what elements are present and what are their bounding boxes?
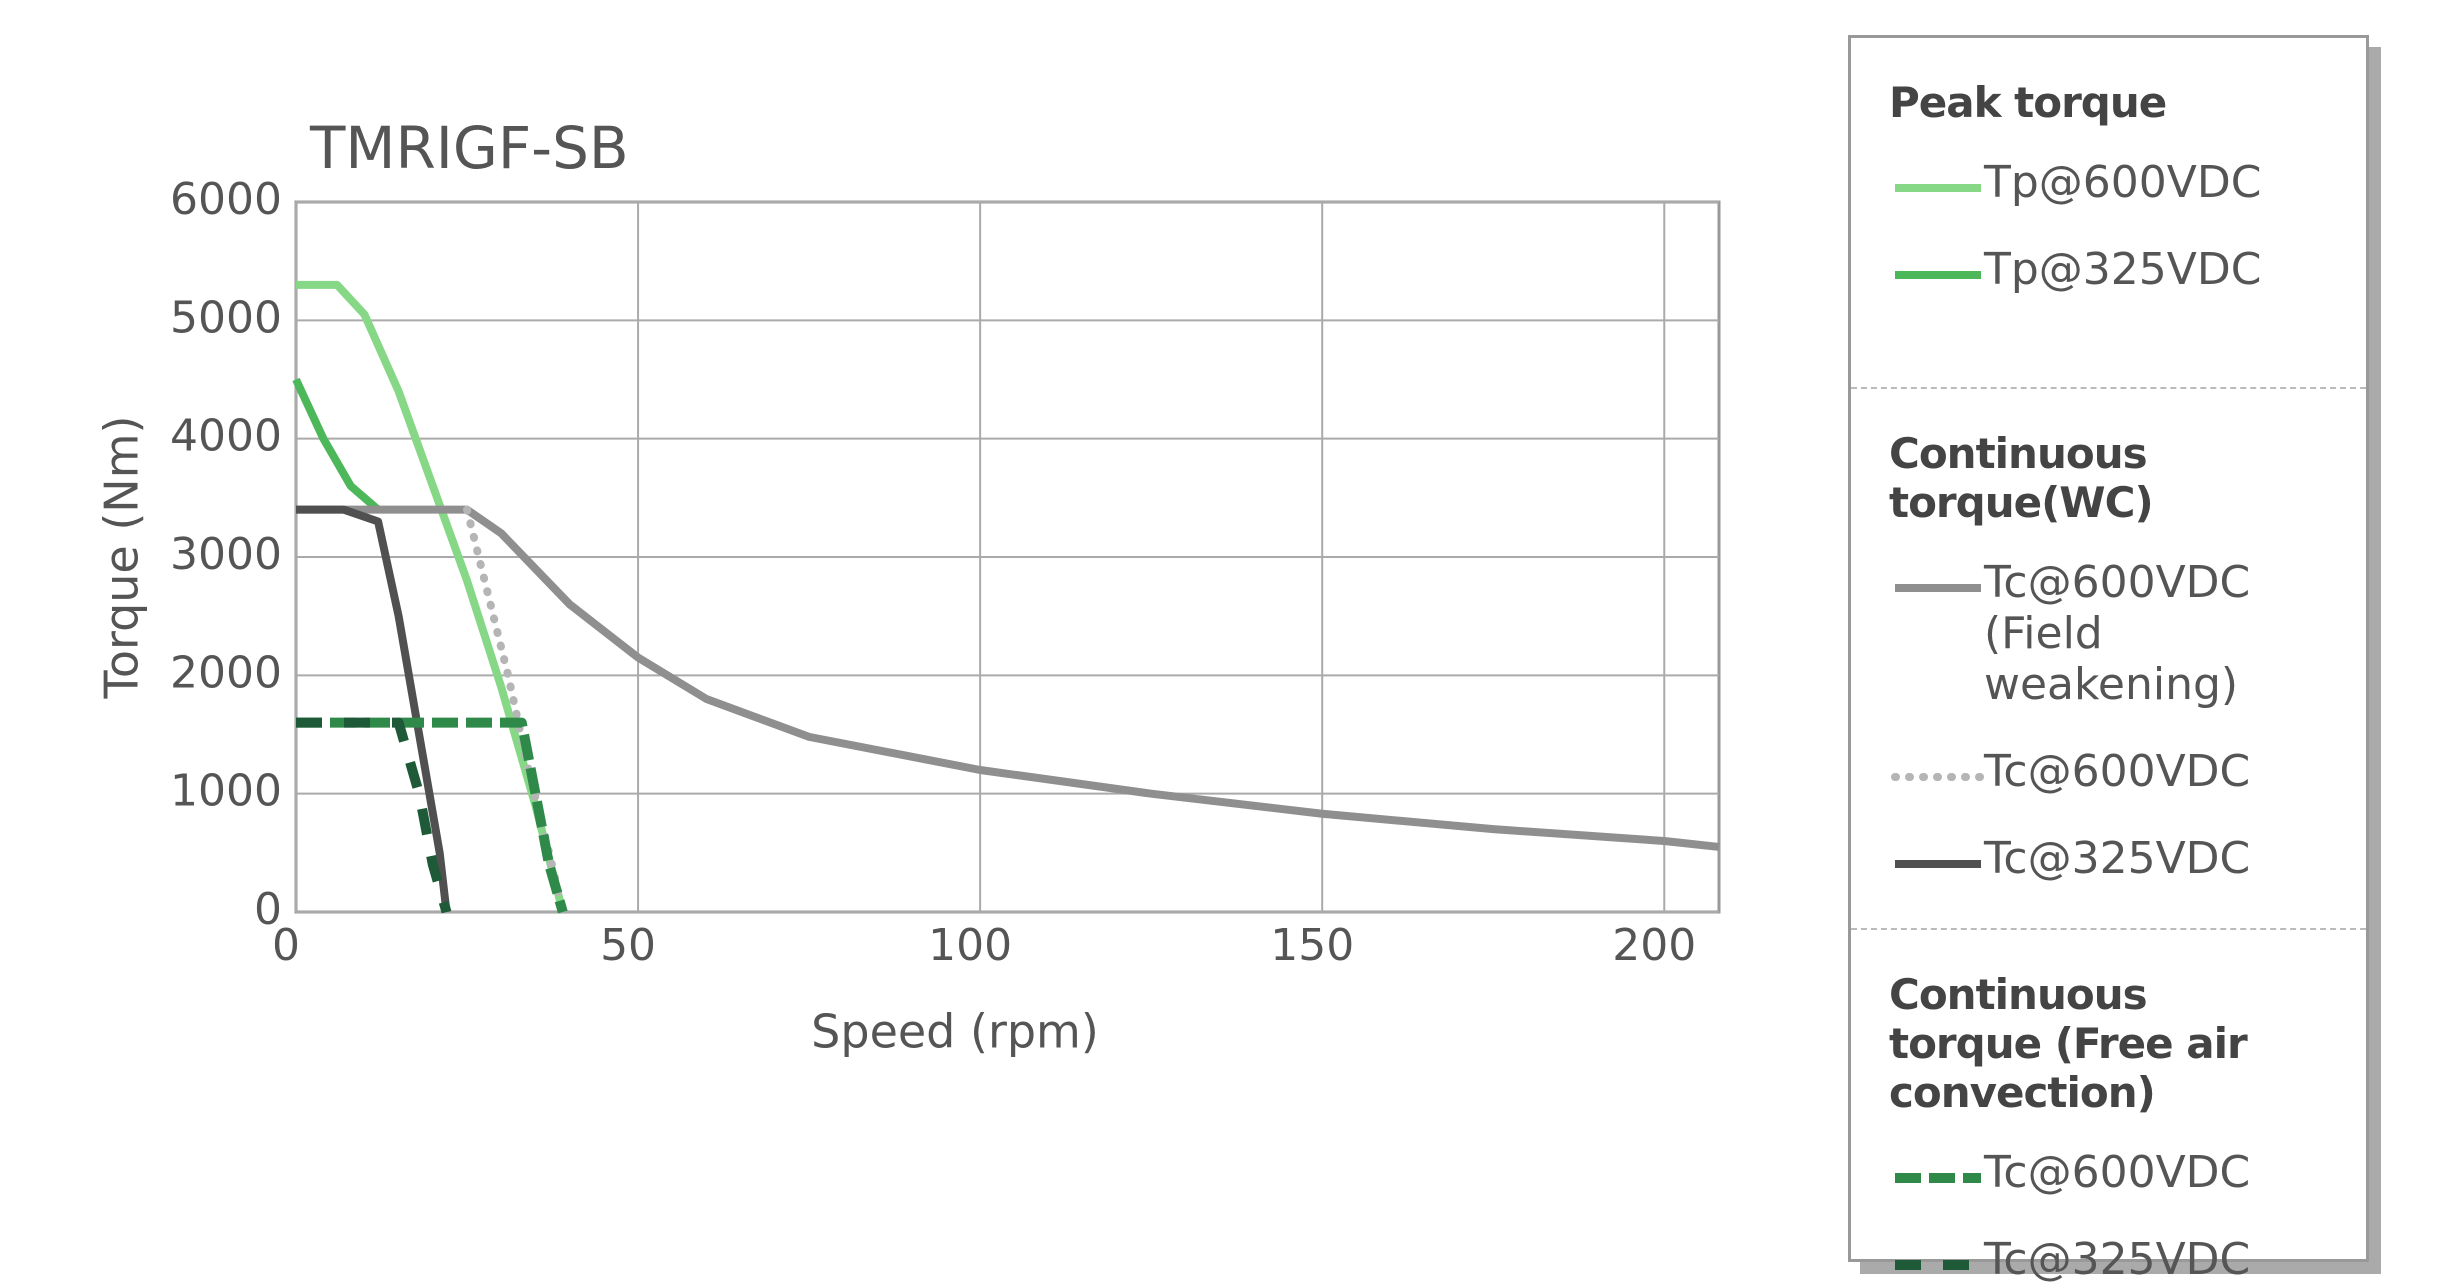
y-tick-label: 5000 xyxy=(170,292,282,343)
x-tick-label: 100 xyxy=(928,920,1012,971)
legend-swatch xyxy=(1895,1173,1981,1183)
legend: Peak torque Tp@600VDC Tp@325VDC Continuous … xyxy=(1848,35,2369,1285)
legend-label: Tc@600VDC xyxy=(1984,1147,2251,1198)
x-tick-label: 50 xyxy=(600,920,656,971)
legend-section: Continuous torque (Free air convection) T… xyxy=(1851,930,2366,1285)
x-tick-label: 200 xyxy=(1612,920,1696,971)
y-tick-label: 0 xyxy=(254,884,282,935)
legend-label: Tp@600VDC xyxy=(1984,157,2262,208)
legend-label: Tc@600VDC (Field weakening) xyxy=(1984,557,2251,710)
legend-entry: Tp@600VDC xyxy=(1889,157,2346,208)
legend-label: Tc@325VDC xyxy=(1984,833,2251,884)
series-line xyxy=(296,717,568,914)
series-line xyxy=(296,717,452,914)
legend-swatch xyxy=(1895,584,1981,592)
series-line xyxy=(463,505,567,916)
chart-title: TMRIGF-SB xyxy=(309,114,629,182)
legend-heading: Continuous torque (Free air convection) xyxy=(1889,970,2248,1117)
legend-section: Peak torque Tp@600VDC Tp@325VDC xyxy=(1851,38,2366,389)
legend-heading: Continuous torque(WC) xyxy=(1889,429,2154,527)
y-axis-label: Torque (Nm) xyxy=(95,416,149,700)
legend-swatch xyxy=(1895,1260,1981,1270)
legend-entry: Tc@325VDC xyxy=(1889,1234,2346,1285)
legend-swatch xyxy=(1891,773,1984,781)
legend-entry: Tc@600VDC xyxy=(1889,1147,2346,1198)
legend-label: Tc@325VDC xyxy=(1984,1234,2251,1285)
legend-entry: Tp@325VDC xyxy=(1889,244,2346,295)
legend-entry: Tc@600VDC xyxy=(1889,746,2346,797)
series-line xyxy=(296,505,451,913)
legend-swatch xyxy=(1895,184,1981,192)
y-tick-label: 6000 xyxy=(170,174,282,225)
legend-entry: Tc@600VDC (Field weakening) xyxy=(1889,557,2346,710)
x-axis-label: Speed (rpm) xyxy=(811,1005,1099,1059)
chart: TMRIGF-SB Speed (rpm) Torque (Nm) 010002… xyxy=(95,114,1721,1059)
legend-section: Continuous torque(WC) Tc@600VDC (Field we… xyxy=(1851,389,2366,930)
legend-swatch xyxy=(1895,271,1981,279)
y-tick-label: 3000 xyxy=(170,529,282,580)
series-line xyxy=(296,505,1720,851)
series-line xyxy=(292,377,381,513)
legend-swatch xyxy=(1895,860,1981,868)
legend-label: Tp@325VDC xyxy=(1984,244,2262,295)
x-tick-label: 0 xyxy=(272,920,300,971)
x-tick-label: 150 xyxy=(1270,920,1354,971)
y-tick-label: 2000 xyxy=(170,647,282,698)
y-tick-label: 1000 xyxy=(170,766,282,817)
series-line xyxy=(296,280,567,913)
legend-entry: Tc@325VDC xyxy=(1889,833,2346,884)
y-tick-label: 4000 xyxy=(170,411,282,462)
legend-label: Tc@600VDC xyxy=(1984,746,2251,797)
legend-heading: Peak torque xyxy=(1889,78,2167,127)
